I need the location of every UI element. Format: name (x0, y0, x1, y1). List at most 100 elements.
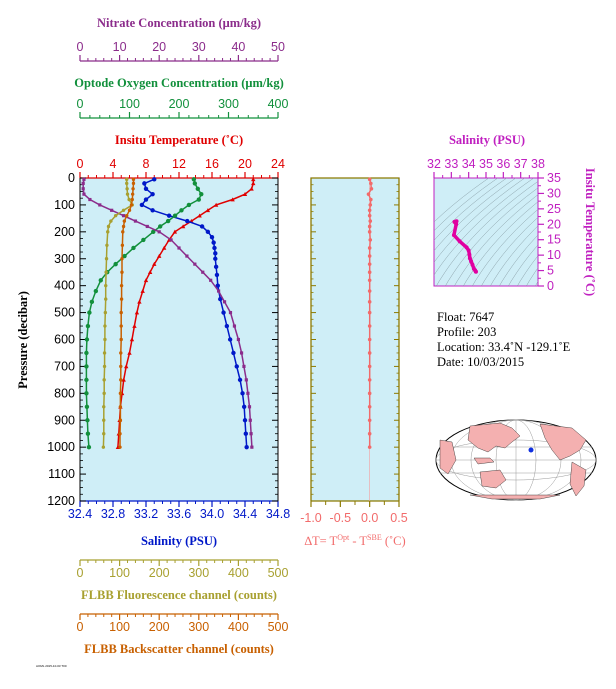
temperature-point (127, 350, 132, 355)
oxygen-tick-label: 0 (77, 97, 84, 111)
backscatter-point (119, 324, 123, 328)
salinity-point (150, 208, 155, 213)
fluorescence-point (102, 405, 106, 409)
salinity-point (143, 197, 149, 202)
fluorescence-point (113, 213, 118, 218)
ts-point (470, 262, 475, 267)
backscatter-point (118, 391, 123, 396)
oxygen-point (191, 177, 197, 182)
temperature-point (143, 278, 149, 283)
backscatter-point (120, 243, 125, 247)
ts-temperature-axis-title: Insitu Temperature (˚C) (583, 168, 597, 296)
oxygen-tick-label: 300 (218, 97, 239, 111)
salinity-point (243, 431, 249, 436)
nitrate-axis-title: Nitrate Concentration (μm/kg) (97, 16, 261, 30)
temperature-tick-label: 12 (172, 157, 186, 171)
nitrate-point (228, 310, 233, 315)
backscatter-point (130, 192, 135, 196)
fluorescence-point (101, 445, 106, 449)
pressure-tick-label: 600 (54, 333, 75, 347)
pressure-tick-label: 1000 (47, 440, 75, 454)
delta-t-point (367, 364, 372, 369)
delta-t-point (367, 404, 372, 409)
temperature-point (147, 270, 153, 275)
ts-salinity-tick-label: 35 (479, 157, 493, 171)
nitrate-tick-label: 10 (113, 40, 127, 54)
temperature-point (152, 261, 157, 266)
backscatter-point (131, 177, 136, 182)
oxygen-point (98, 278, 103, 283)
float-info-block: Float: 7647 Profile: 203 Location: 33.4˚… (437, 310, 570, 370)
salinity-tick-label: 33.2 (134, 507, 158, 521)
nitrate-point (247, 405, 252, 409)
backscatter-point (127, 208, 132, 212)
delta-t-point (368, 238, 373, 242)
fluorescence-tick-label: 0 (77, 566, 84, 580)
temperature-tick-label: 20 (238, 157, 252, 171)
temperature-point (132, 323, 137, 328)
fluorescence-tick-label: 300 (188, 566, 209, 580)
nitrate-point (232, 324, 237, 328)
ts-density-contour (481, 216, 538, 286)
oxygen-point (179, 208, 184, 213)
fluorescence-point (104, 297, 108, 301)
backscatter-axis-title: FLBB Backscatter channel (counts) (84, 642, 274, 656)
australia-land (479, 469, 507, 489)
fluorescence-point (102, 432, 106, 436)
temperature-point (121, 377, 126, 382)
ts-temperature-tick-label: 5 (547, 264, 554, 278)
fluorescence-axis-title: FLBB Fluorescence channel (counts) (81, 588, 277, 602)
backscatter-point (122, 219, 127, 223)
temperature-point (205, 208, 211, 213)
salinity-tick-label: 32.8 (101, 507, 125, 521)
backscatter-point (119, 351, 123, 355)
salinity-tick-label: 32.4 (68, 507, 92, 521)
ts-point (467, 256, 472, 261)
nitrate-tick-label: 40 (231, 40, 245, 54)
ts-density-contour (434, 178, 490, 223)
temperature-tick-label: 24 (271, 157, 285, 171)
backscatter-point (119, 364, 123, 369)
salinity-point (199, 224, 205, 229)
nitrate-point (133, 219, 138, 223)
nitrate-point (246, 391, 250, 395)
temperature-point (180, 224, 186, 229)
ts-salinity-tick-label: 36 (496, 157, 510, 171)
temperature-profile-line (117, 179, 255, 448)
salinity-point (224, 323, 230, 329)
ts-density-contour (508, 244, 538, 286)
salinity-point (213, 264, 219, 270)
pressure-tick-label: 200 (54, 225, 75, 239)
temperature-point (197, 213, 202, 218)
oxygen-point (131, 245, 136, 251)
backscatter-point (120, 257, 124, 261)
fluorescence-tick-label: 500 (268, 566, 289, 580)
asia-land (467, 422, 521, 453)
delta-t-point (369, 181, 373, 186)
delta-t-point (367, 246, 372, 250)
nitrate-tick-label: 20 (152, 40, 166, 54)
nitrate-point (82, 192, 86, 196)
nitrate-point (242, 364, 246, 369)
antarctica-land (469, 494, 561, 500)
delta-t-title-mid: - T (349, 534, 367, 548)
delta-t-point (367, 213, 372, 218)
fluorescence-point (102, 378, 106, 382)
salinity-point (234, 364, 239, 369)
oxygen-point (85, 323, 91, 329)
backscatter-point (118, 418, 123, 422)
salinity-point (240, 391, 245, 396)
delta-t-point (367, 445, 372, 449)
nitrate-point (110, 208, 114, 212)
ts-temperature-tick-label: 30 (547, 186, 561, 200)
oxygen-point (93, 288, 99, 294)
ts-density-contour (535, 280, 538, 286)
ts-point (454, 222, 459, 227)
pressure-tick-label: 500 (54, 306, 75, 320)
temperature-point (230, 197, 235, 202)
oxygen-point (196, 197, 201, 202)
oxygen-tick-label: 100 (119, 97, 140, 111)
backscatter-tick-label: 100 (109, 620, 130, 634)
delta-t-point (367, 418, 372, 423)
nitrate-point (249, 432, 253, 436)
